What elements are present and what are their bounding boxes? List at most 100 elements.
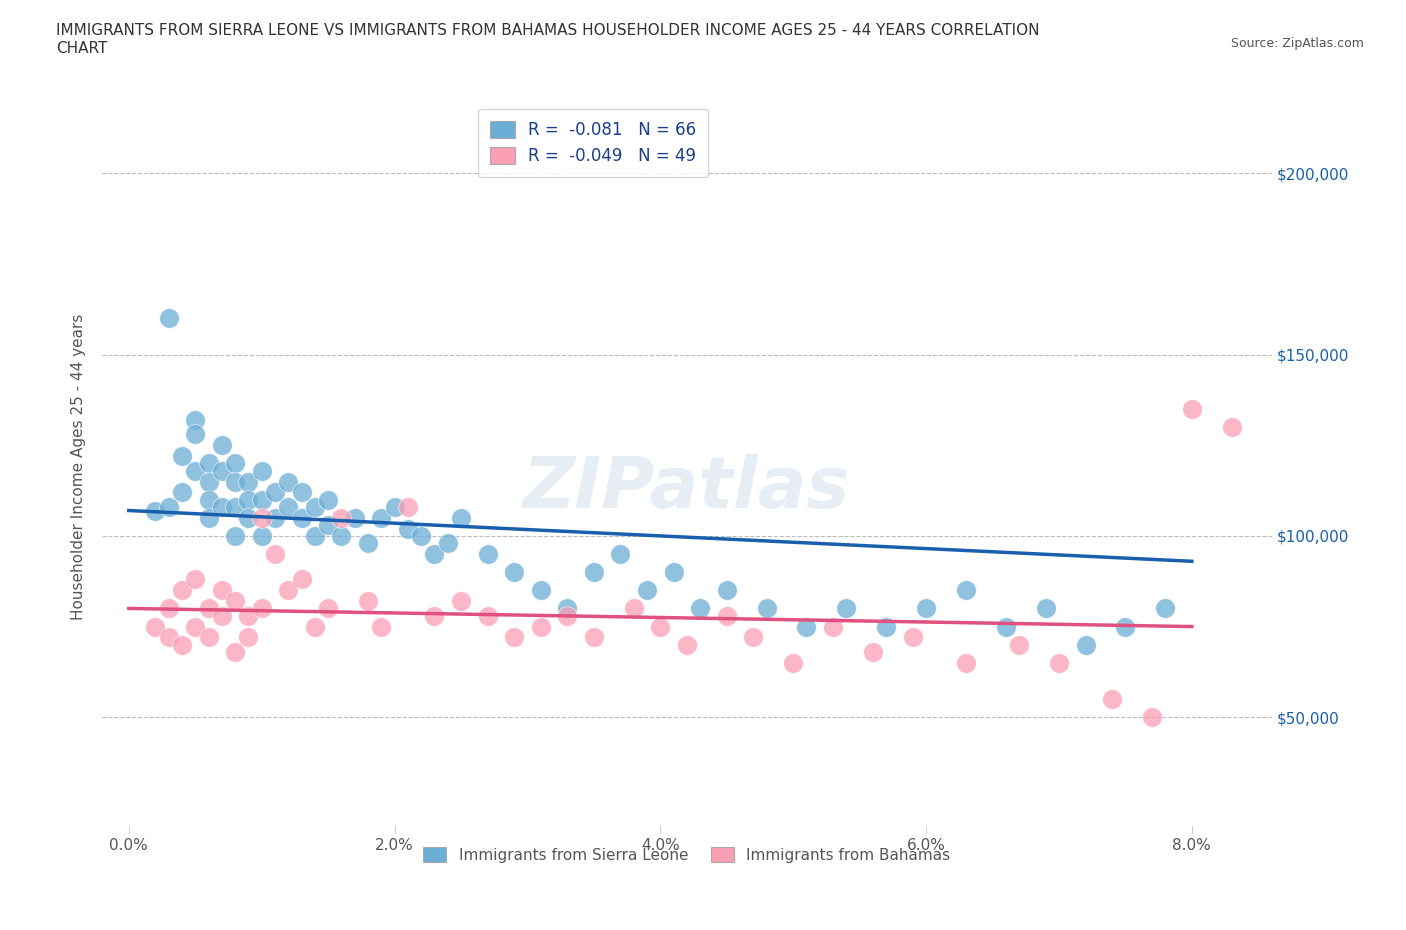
Point (197, 511, 219, 525)
Point (755, 601, 778, 616)
Point (955, 656, 977, 671)
Y-axis label: Householder Income Ages 25 - 44 years: Householder Income Ages 25 - 44 years (72, 313, 86, 620)
Point (184, 619, 207, 634)
Point (157, 630, 180, 644)
Point (650, 619, 672, 634)
Point (224, 593, 246, 608)
Point (277, 583, 299, 598)
Point (250, 528, 273, 543)
Text: ZIPatlas: ZIPatlas (523, 454, 851, 523)
Point (224, 456, 246, 471)
Point (994, 619, 1017, 634)
Point (689, 601, 711, 616)
Point (582, 565, 605, 579)
Point (157, 601, 180, 616)
Point (1101, 692, 1123, 707)
Point (875, 619, 897, 634)
Point (224, 474, 246, 489)
Point (304, 499, 326, 514)
Point (290, 485, 312, 499)
Point (224, 644, 246, 659)
Point (1047, 656, 1070, 671)
Point (304, 528, 326, 543)
Point (330, 511, 353, 525)
Point (184, 463, 207, 478)
Point (197, 601, 219, 616)
Point (1008, 637, 1031, 652)
Point (370, 619, 392, 634)
Point (915, 601, 938, 616)
Point (862, 644, 884, 659)
Point (316, 492, 339, 507)
Point (384, 499, 406, 514)
Point (555, 608, 578, 623)
Point (716, 583, 738, 598)
Point (304, 619, 326, 634)
Point (316, 518, 339, 533)
Text: IMMIGRANTS FROM SIERRA LEONE VS IMMIGRANTS FROM BAHAMAS HOUSEHOLDER INCOME AGES : IMMIGRANTS FROM SIERRA LEONE VS IMMIGRAN… (56, 23, 1040, 56)
Point (436, 536, 458, 551)
Point (411, 528, 433, 543)
Point (145, 619, 167, 634)
Point (197, 474, 219, 489)
Point (211, 499, 233, 514)
Point (609, 547, 631, 562)
Point (170, 583, 193, 598)
Point (450, 511, 472, 525)
Point (264, 485, 287, 499)
Point (184, 412, 207, 427)
Point (357, 536, 380, 551)
Point (582, 630, 605, 644)
Point (343, 511, 366, 525)
Point (224, 528, 246, 543)
Point (477, 547, 499, 562)
Point (396, 521, 419, 536)
Text: Source: ZipAtlas.com: Source: ZipAtlas.com (1230, 37, 1364, 50)
Point (197, 456, 219, 471)
Point (170, 485, 193, 499)
Point (423, 608, 446, 623)
Point (184, 427, 207, 442)
Point (555, 601, 578, 616)
Point (623, 601, 645, 616)
Point (157, 311, 180, 325)
Point (823, 619, 845, 634)
Legend: Immigrants from Sierra Leone, Immigrants from Bahamas: Immigrants from Sierra Leone, Immigrants… (418, 841, 956, 869)
Point (290, 511, 312, 525)
Point (238, 492, 260, 507)
Point (530, 619, 553, 634)
Point (835, 601, 858, 616)
Point (450, 593, 472, 608)
Point (370, 511, 392, 525)
Point (264, 511, 287, 525)
Point (662, 565, 685, 579)
Point (477, 608, 499, 623)
Point (742, 630, 765, 644)
Point (636, 583, 658, 598)
Point (1140, 710, 1163, 724)
Point (250, 492, 273, 507)
Point (250, 601, 273, 616)
Point (170, 448, 193, 463)
Point (211, 463, 233, 478)
Point (1154, 601, 1177, 616)
Point (1035, 601, 1057, 616)
Point (955, 583, 977, 598)
Point (211, 583, 233, 598)
Point (250, 463, 273, 478)
Point (316, 601, 339, 616)
Point (238, 511, 260, 525)
Point (396, 499, 419, 514)
Point (357, 593, 380, 608)
Point (901, 630, 924, 644)
Point (503, 565, 526, 579)
Point (796, 619, 818, 634)
Point (1114, 619, 1136, 634)
Point (145, 503, 167, 518)
Point (1220, 419, 1243, 434)
Point (238, 474, 260, 489)
Point (250, 511, 273, 525)
Point (157, 499, 180, 514)
Point (330, 528, 353, 543)
Point (782, 656, 804, 671)
